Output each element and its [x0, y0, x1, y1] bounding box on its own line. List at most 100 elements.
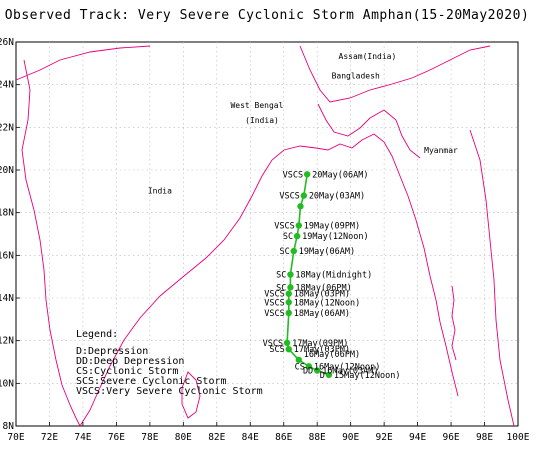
track-category-label: SC: [280, 247, 290, 257]
track-point: [285, 290, 292, 297]
track-category-label: SCS: [269, 345, 284, 355]
lat-tick-label: 20N: [0, 165, 14, 176]
myanmar-border: [383, 109, 421, 159]
andaman-islands: [451, 285, 457, 361]
northeast-border: [299, 45, 491, 103]
track-point: [314, 367, 321, 374]
track-time-label: 16May(06PM): [304, 350, 360, 360]
track-point: [293, 232, 301, 240]
track-category-label: CS: [295, 362, 305, 372]
sri-lanka-coastline: [181, 371, 201, 419]
track-category-label: SC: [276, 271, 286, 281]
lon-tick-label: 84E: [242, 432, 259, 443]
bengal-coastline: [315, 133, 459, 397]
track-category-label: DD: [303, 367, 313, 377]
legend-title: Legend:: [76, 329, 118, 340]
track-category-label: VSCS: [274, 221, 294, 231]
lat-tick-label: 22N: [0, 122, 14, 133]
lon-tick-label: 82E: [208, 432, 225, 443]
track-point: [285, 309, 292, 317]
track-point: [285, 299, 292, 306]
track-point: [300, 192, 308, 199]
lon-tick-label: 80E: [175, 432, 192, 443]
india-coastline: [21, 59, 81, 427]
lon-tick-label: 76E: [108, 432, 125, 443]
legend-item-dd: DD:Deep Depression: [76, 356, 184, 367]
lat-tick-label: 24N: [0, 80, 14, 91]
lon-tick-label: 98E: [476, 432, 493, 443]
lon-tick-label: 78E: [141, 432, 158, 443]
track-time-label: 20May(06AM): [312, 170, 368, 180]
track-time-label: 16May(12Noon): [314, 362, 381, 372]
lon-tick-label: 96E: [442, 432, 459, 443]
bangladesh-border: [317, 103, 385, 137]
grid-lines: [16, 42, 518, 426]
legend-item-vscs: VSCS:Very Severe Cyclonic Storm: [76, 386, 263, 397]
lat-tick-label: 18N: [0, 208, 14, 219]
india-east-coast: [79, 145, 317, 427]
track-time-label: 15May(12Noon): [334, 371, 401, 381]
lat-tick-label: 12N: [0, 336, 14, 347]
lon-tick-label: 70E: [7, 432, 24, 443]
track-category-label: SC: [283, 232, 293, 242]
place-label: India: [148, 186, 172, 195]
lat-tick-label: 26N: [0, 37, 14, 48]
lat-tick-label: 14N: [0, 293, 14, 304]
place-label: West Bengal: [230, 101, 283, 110]
track-time-label: 18May(03PM): [294, 290, 350, 300]
coastline: [15, 45, 515, 427]
lat-tick-label: 10N: [0, 378, 14, 389]
southeast-coast: [469, 129, 515, 427]
lon-tick-label: 94E: [409, 432, 426, 443]
track-point: [325, 371, 333, 378]
track-point: [305, 363, 313, 370]
track-category-label: VSCS: [279, 192, 299, 202]
track-time-label: 18May(06AM): [294, 309, 350, 319]
track-point: [303, 171, 311, 178]
map-frame: [15, 41, 519, 427]
axis-ticks: 70E 72E 74E 76E 78E 80E 82E 84E 86E 88E 90E 92E 94E 9…: [0, 37, 530, 443]
track-time-label: 20May(03AM): [309, 192, 365, 202]
track-points: [283, 171, 333, 378]
place-label: Bangladesh: [332, 71, 380, 80]
place-labels: Assam(India) Bangladesh West Bengal (India)…: [148, 52, 458, 195]
track-category-label: VSCS: [264, 298, 284, 308]
legend-item-cs: CS:Cyclonic Storm: [76, 366, 178, 377]
legend-item-scs: SCS:Severe Cyclonic Storm: [76, 376, 227, 387]
place-label: Assam(India): [339, 52, 397, 61]
track-point: [283, 339, 291, 346]
lon-tick-label: 90E: [342, 432, 359, 443]
lon-tick-label: 100E: [507, 432, 530, 443]
lon-tick-label: 86E: [275, 432, 292, 443]
track-time-label: 19May(12Noon): [302, 232, 369, 242]
track-point: [285, 346, 292, 353]
track-time-label: 18May(06PM): [295, 283, 351, 293]
place-label: (India): [245, 116, 279, 125]
legend: Legend: D:Depression DD:Deep Depression …: [76, 329, 263, 397]
india-north-border: [15, 45, 151, 81]
lon-tick-label: 72E: [41, 432, 58, 443]
lon-tick-label: 88E: [309, 432, 326, 443]
lat-tick-label: 8N: [3, 421, 15, 432]
track-time-label: 17May(09PM): [292, 339, 348, 349]
track-category-label: VSCS: [264, 290, 284, 300]
track-point: [287, 271, 294, 278]
track-time-label: 18May(Midnight): [295, 271, 372, 281]
track-time-label: 18May(12Noon): [294, 298, 361, 308]
lon-tick-label: 92E: [376, 432, 393, 443]
track-time-label: 17May(03PM): [294, 345, 350, 355]
track-point: [295, 222, 302, 229]
map-title: Observed Track: Very Severe Cyclonic Sto…: [4, 8, 530, 23]
legend-item-d: D:Depression: [76, 346, 148, 357]
track-point: [287, 284, 294, 291]
track-point: [290, 247, 297, 255]
lon-tick-label: 74E: [74, 432, 91, 443]
track-category-label: VSCS: [263, 339, 283, 349]
track-point: [297, 203, 304, 210]
track-point: [295, 356, 302, 364]
place-label: Myanmar: [424, 146, 458, 155]
track-category-label: VSCS: [283, 170, 303, 180]
track-category-label: D: [320, 371, 325, 381]
track-category-label: VSCS: [264, 309, 284, 319]
